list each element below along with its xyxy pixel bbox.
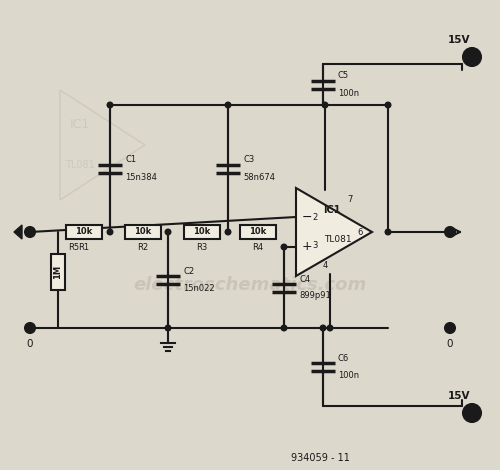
FancyBboxPatch shape: [240, 225, 276, 239]
Text: C1: C1: [125, 156, 136, 164]
Text: 15V: 15V: [448, 35, 470, 45]
Circle shape: [445, 227, 455, 237]
Polygon shape: [296, 188, 372, 276]
Circle shape: [281, 325, 287, 331]
FancyBboxPatch shape: [184, 225, 220, 239]
Text: 15n022: 15n022: [183, 284, 214, 293]
Text: 6: 6: [358, 228, 362, 237]
Circle shape: [385, 229, 391, 235]
Text: R5: R5: [68, 243, 79, 252]
Text: 10k: 10k: [250, 227, 266, 236]
Circle shape: [463, 404, 481, 422]
Text: electroschematics.com: electroschematics.com: [134, 276, 366, 294]
Text: TL081: TL081: [65, 160, 95, 170]
Circle shape: [25, 323, 35, 333]
Text: 934059 - 11: 934059 - 11: [290, 453, 350, 463]
Circle shape: [165, 229, 171, 235]
Text: 10k: 10k: [76, 227, 92, 236]
Text: 100n: 100n: [338, 371, 359, 380]
Text: 4: 4: [322, 261, 328, 271]
Text: 10k: 10k: [194, 227, 210, 236]
Text: 899p91: 899p91: [299, 291, 331, 300]
Text: C5: C5: [338, 71, 349, 80]
FancyBboxPatch shape: [66, 225, 102, 239]
Circle shape: [27, 229, 33, 235]
Text: 1M: 1M: [54, 265, 62, 279]
Text: 15n384: 15n384: [125, 172, 157, 181]
Circle shape: [320, 325, 326, 331]
Text: C6: C6: [338, 354, 349, 363]
Text: 0: 0: [447, 339, 453, 349]
Text: 58n674: 58n674: [243, 172, 275, 181]
Text: 2: 2: [312, 213, 318, 222]
Text: R4: R4: [252, 243, 264, 252]
Text: +: +: [302, 241, 312, 253]
Circle shape: [25, 227, 35, 237]
Text: 10k: 10k: [134, 227, 152, 236]
Text: C3: C3: [243, 156, 254, 164]
Text: C2: C2: [183, 267, 194, 276]
Text: 100n: 100n: [338, 88, 359, 97]
Text: 7: 7: [348, 196, 352, 204]
Text: 15V: 15V: [448, 391, 470, 401]
Text: R2: R2: [138, 243, 148, 252]
Text: IC1: IC1: [70, 118, 90, 132]
FancyBboxPatch shape: [125, 225, 161, 239]
Text: 3: 3: [312, 241, 318, 250]
Text: 0: 0: [27, 339, 33, 349]
Circle shape: [281, 244, 287, 250]
Polygon shape: [14, 225, 22, 239]
Text: TL081: TL081: [324, 235, 352, 244]
Text: −: −: [302, 211, 312, 224]
Text: −: −: [467, 407, 477, 420]
Circle shape: [107, 229, 113, 235]
Text: IC1: IC1: [323, 205, 341, 215]
Circle shape: [463, 48, 481, 66]
Text: +: +: [466, 50, 477, 63]
Circle shape: [385, 102, 391, 108]
Circle shape: [165, 325, 171, 331]
FancyBboxPatch shape: [51, 254, 65, 290]
Text: C4: C4: [299, 274, 310, 283]
Circle shape: [322, 102, 328, 108]
Circle shape: [327, 325, 333, 331]
Circle shape: [107, 102, 113, 108]
Circle shape: [225, 229, 231, 235]
Circle shape: [27, 325, 33, 331]
Circle shape: [445, 323, 455, 333]
Circle shape: [225, 102, 231, 108]
Text: R1: R1: [78, 243, 90, 252]
Text: R3: R3: [196, 243, 207, 252]
